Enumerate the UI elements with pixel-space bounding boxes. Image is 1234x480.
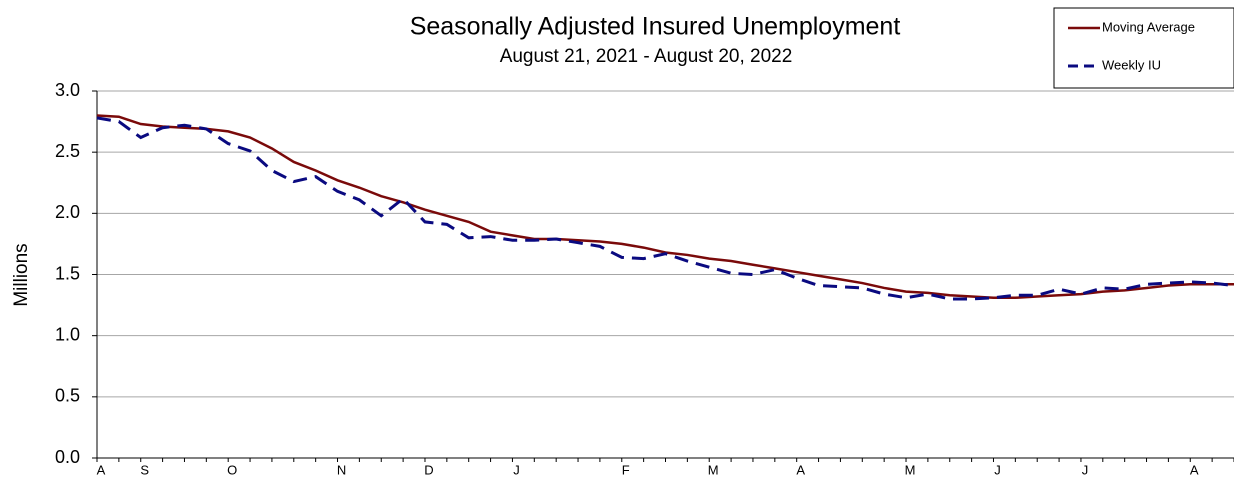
y-tick-label: 2.5	[55, 141, 80, 161]
legend-box	[1053, 7, 1234, 89]
x-tick-label: M	[708, 462, 719, 477]
y-tick-label: 0.5	[55, 386, 80, 406]
y-tick-label: 2.0	[55, 202, 80, 222]
series-line	[96, 116, 1234, 301]
x-tick-label: M	[905, 462, 916, 477]
x-tick-label: S	[140, 462, 149, 477]
y-tick-label: 1.5	[55, 263, 80, 283]
y-tick-label: 3.0	[55, 80, 80, 100]
chart-subtitle: August 21, 2021 - August 20, 2022	[500, 46, 793, 67]
x-tick-label: N	[337, 462, 346, 477]
x-tick-label: J	[1082, 462, 1089, 477]
x-tick-label: O	[227, 462, 237, 477]
x-tick-label: A	[796, 462, 805, 477]
y-axis-label: Millions	[11, 243, 32, 306]
chart-title: Seasonally Adjusted Insured Unemployment	[410, 13, 901, 41]
y-tick-label: 1.0	[55, 324, 80, 344]
x-tick-label: J	[994, 462, 1001, 477]
x-tick-label: D	[424, 462, 433, 477]
x-tick-label: J	[513, 462, 520, 477]
x-tick-label: A	[1190, 462, 1199, 477]
y-tick-label: 0.0	[55, 447, 80, 467]
x-tick-label: F	[622, 462, 630, 477]
x-tick-label: A	[97, 462, 106, 477]
legend-label: Weekly IU	[1102, 57, 1161, 72]
series-line	[96, 114, 1234, 299]
legend-label: Moving Average	[1102, 19, 1195, 34]
